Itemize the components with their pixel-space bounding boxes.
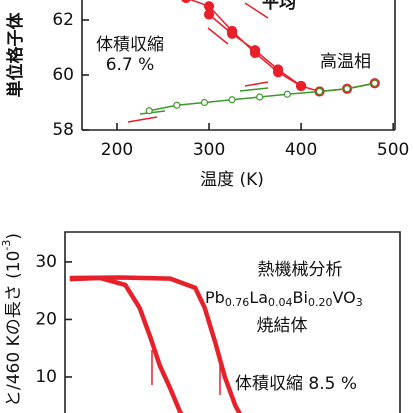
x-tick-label: 200 xyxy=(101,140,133,160)
x-tick-label: 300 xyxy=(193,140,225,160)
point xyxy=(203,9,215,20)
y-tick-label: 60 xyxy=(52,65,74,85)
point xyxy=(226,28,238,39)
point xyxy=(173,101,181,109)
formula-part: 3 xyxy=(356,296,363,309)
point xyxy=(181,0,191,4)
point xyxy=(343,85,351,93)
y-tick-label: 20 xyxy=(35,309,57,329)
x-axis-label: 温度 (K) xyxy=(200,170,264,190)
series-line xyxy=(69,275,184,413)
point xyxy=(315,87,324,96)
y-tick-label: 58 xyxy=(52,120,74,140)
y-tick-label: 10 xyxy=(35,367,57,387)
point xyxy=(296,80,307,92)
point xyxy=(203,1,215,12)
point xyxy=(200,98,209,107)
series-line xyxy=(69,275,242,413)
arrows xyxy=(139,87,269,115)
y-tick-label: 62 xyxy=(52,10,74,30)
annotation: 6.7 % xyxy=(106,55,155,75)
legend-label: 高温相 xyxy=(320,52,371,72)
x-tick-label: 500 xyxy=(377,140,409,160)
annotation: 体積収縮 xyxy=(96,35,164,55)
y-axis-label: 単位格子体 xyxy=(5,12,26,98)
label-part: ) xyxy=(4,233,24,240)
formula: Pb0.76La0.04Bi0.20VO3 xyxy=(205,288,363,310)
formula-part: VO xyxy=(332,288,355,307)
series-line xyxy=(189,0,375,93)
annotation: 焼結体 xyxy=(257,316,308,336)
annotation: 熱機械分析 xyxy=(258,260,343,280)
formula-part: 0.04 xyxy=(268,296,293,309)
formula-part: 0.20 xyxy=(308,296,333,309)
formula-part: 0.76 xyxy=(225,296,250,309)
point xyxy=(272,64,284,75)
arrows xyxy=(127,2,269,395)
label-part: -3 xyxy=(0,240,13,251)
point xyxy=(371,79,379,87)
point xyxy=(228,96,236,104)
formula-part: Bi xyxy=(293,288,308,307)
point xyxy=(145,107,153,115)
point xyxy=(283,90,291,98)
y-axis-label: と/460 Kの長さ (10-3) xyxy=(0,233,24,407)
point xyxy=(256,93,264,101)
frame xyxy=(64,231,401,413)
formula-part: Pb xyxy=(205,288,225,307)
y-tick-label: 30 xyxy=(35,252,57,272)
formula-part: La xyxy=(249,288,268,307)
label-part: と/460 Kの長さ (10 xyxy=(4,251,24,407)
annotation: 体積収縮 8.5 % xyxy=(235,374,357,394)
point xyxy=(249,45,261,56)
x-tick-label: 400 xyxy=(285,140,317,160)
legend-label: 平均 xyxy=(262,0,296,13)
